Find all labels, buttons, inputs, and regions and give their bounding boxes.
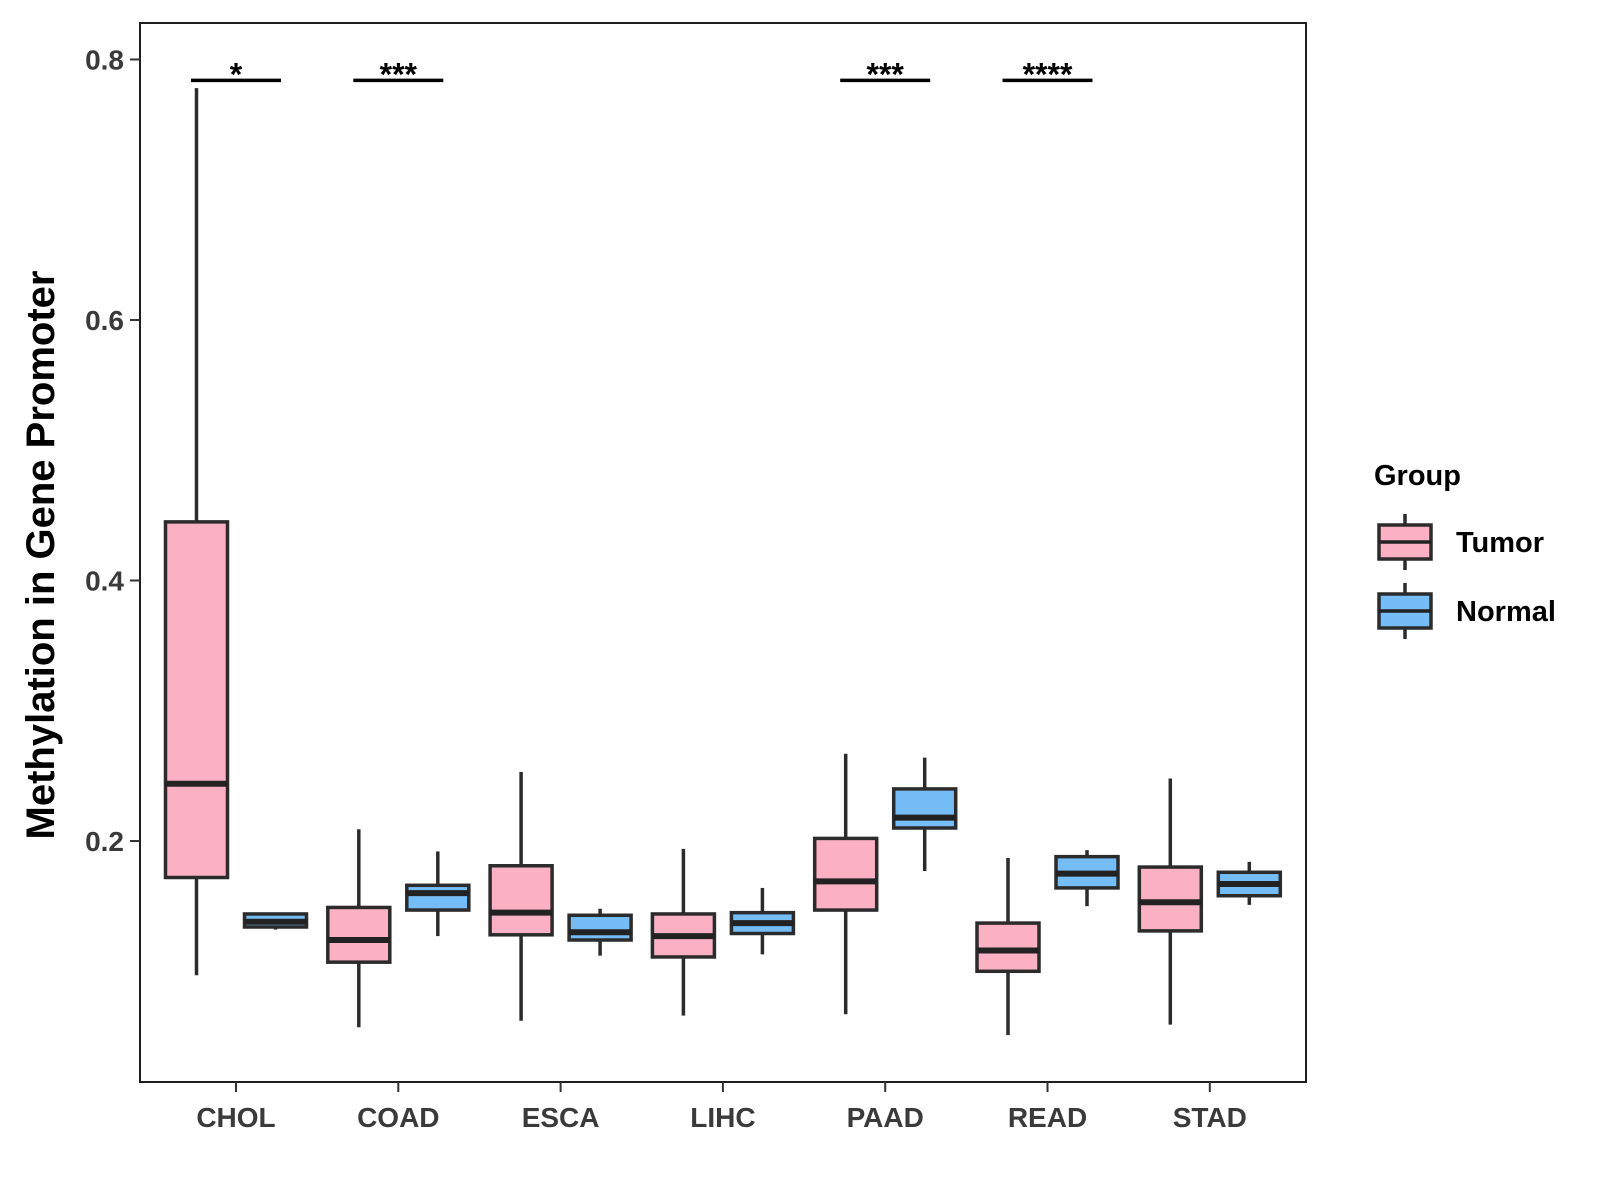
box-body [975,921,1041,974]
legend-label: Tumor [1456,527,1544,559]
x-tick-label: LIHC [690,1102,755,1133]
box-normal-paad [891,757,958,871]
significance-label: * [230,56,243,92]
significance-label: *** [867,56,905,92]
box-normal-coad [405,851,471,937]
box-normal-chol [242,912,309,930]
x-tick-label: ESCA [522,1102,600,1133]
x-tick-label: CHOL [196,1102,275,1133]
box-body [163,520,230,880]
significance-read: **** [1002,56,1093,92]
significance-coad: *** [353,56,444,92]
box-body [488,864,554,937]
axes: 0.2 0.4 0.6 0.8 CHOL COAD ESCA LIHC PAAD READ STAD [85,22,1307,1133]
legend-title: Group [1374,460,1461,492]
significance-paad: *** [840,56,931,92]
x-tick-label: READ [1008,1102,1087,1133]
y-tick-label: 0.6 [85,305,124,336]
box-normal-stad [1216,861,1283,905]
legend-item-tumor: Tumor [1377,514,1544,570]
plot-panel-border [139,22,1307,1083]
legend: Group Tumor Normal [1374,460,1556,639]
box-tumor-read [975,857,1041,1036]
box-body [1137,865,1204,933]
significance-label: **** [1023,56,1073,92]
box-normal-read [1054,850,1120,907]
box-body [567,913,633,942]
box-tumor-stad [1137,778,1204,1025]
y-tick-label: 0.4 [85,566,124,597]
plot-area: * *** *** **** [163,56,1283,1036]
box-tumor-paad [812,753,879,1015]
box-tumor-coad [326,829,392,1028]
significance-chol: * [191,56,281,92]
y-axis-title: Methylation in Gene Promoter [19,271,63,840]
box-tumor-chol [163,88,230,976]
box-normal-esca [567,908,633,956]
legend-item-normal: Normal [1377,583,1556,639]
box-normal-lihc [729,887,796,955]
box-body [891,787,958,830]
x-tick-label: PAAD [847,1102,924,1133]
box-body [405,883,471,912]
y-tick-label: 0.2 [85,826,124,857]
x-tick-label: COAD [357,1102,439,1133]
legend-label: Normal [1456,596,1556,628]
significance-label: *** [380,56,418,92]
box-body [812,836,879,912]
x-tick-label: STAD [1173,1102,1247,1133]
box-body [326,905,392,964]
box-tumor-lihc [650,848,717,1016]
box-tumor-esca [488,771,554,1021]
y-tick-label: 0.8 [85,44,124,75]
